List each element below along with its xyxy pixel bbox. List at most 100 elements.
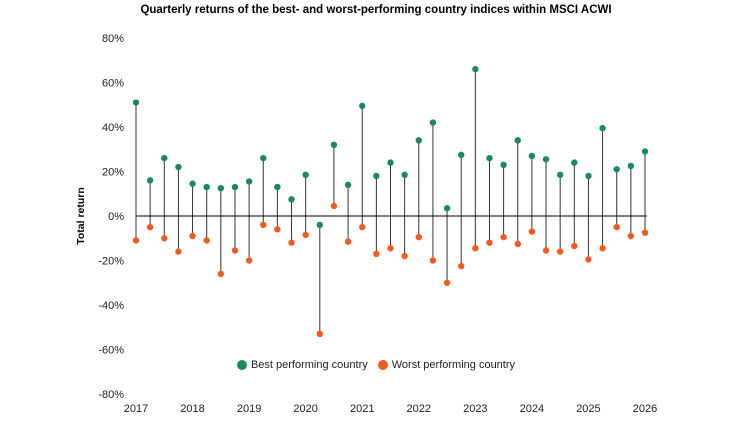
- worst-point: [302, 231, 309, 239]
- worst-point: [486, 239, 493, 246]
- worst-point: [344, 238, 352, 245]
- best-point: [288, 196, 295, 203]
- worst-point: [146, 223, 154, 231]
- chart-title: Quarterly returns of the best- and worst…: [140, 4, 612, 16]
- best-point: [500, 161, 507, 169]
- best-point: [146, 177, 154, 184]
- worst-point: [161, 235, 168, 242]
- best-point: [203, 183, 210, 191]
- x-tick-label: 2021: [350, 403, 374, 415]
- worst-point: [585, 256, 592, 263]
- best-point: [231, 183, 239, 191]
- worst-point: [542, 247, 550, 254]
- best-point: [189, 180, 196, 187]
- y-tick-label: 0%: [108, 211, 124, 223]
- worst-point: [245, 257, 253, 264]
- worst-point: [514, 240, 521, 248]
- worst-point: [599, 245, 606, 252]
- worst-point: [288, 239, 295, 246]
- y-tick-label: 80%: [102, 33, 124, 45]
- y-tick-label: -60%: [98, 345, 124, 357]
- best-point: [627, 162, 635, 170]
- best-point: [344, 181, 352, 189]
- best-point: [443, 205, 451, 212]
- worst-point: [443, 279, 451, 286]
- best-point: [641, 148, 649, 155]
- best-point: [457, 151, 465, 159]
- best-point: [514, 137, 521, 144]
- best-point: [359, 102, 366, 110]
- y-tick-label: 60%: [102, 78, 124, 90]
- best-point: [528, 152, 536, 160]
- y-tick-label: -80%: [98, 389, 124, 401]
- worst-point: [528, 228, 536, 235]
- best-point: [542, 156, 550, 163]
- worst-point: [401, 252, 408, 260]
- worst-point: [387, 245, 394, 252]
- worst-point: [359, 223, 366, 231]
- worst-point: [415, 233, 422, 241]
- best-point: [373, 172, 380, 180]
- legend-marker-worst: [377, 360, 388, 370]
- best-point: [302, 171, 309, 179]
- best-point: [330, 141, 338, 148]
- worst-point: [203, 237, 210, 244]
- worst-point: [316, 330, 324, 338]
- y-tick-label: 20%: [102, 167, 124, 179]
- best-point: [599, 124, 606, 132]
- best-point: [556, 171, 564, 179]
- worst-point: [132, 237, 140, 244]
- worst-point: [571, 242, 578, 250]
- x-tick-label: 2026: [633, 403, 657, 415]
- worst-point: [330, 202, 338, 210]
- worst-point: [189, 232, 196, 240]
- legend-marker-best: [236, 360, 247, 370]
- best-point: [217, 184, 225, 192]
- x-tick-label: 2017: [124, 403, 148, 415]
- best-point: [316, 221, 324, 229]
- worst-point: [472, 245, 479, 252]
- best-point: [415, 137, 422, 144]
- best-point: [401, 171, 408, 179]
- x-tick-label: 2019: [237, 403, 261, 415]
- worst-point: [373, 250, 380, 258]
- x-tick-label: 2024: [520, 403, 544, 415]
- legend-label-best: Best performing country: [250, 359, 368, 371]
- x-tick-label: 2022: [407, 403, 431, 415]
- best-point: [571, 159, 578, 166]
- worst-point: [175, 248, 182, 255]
- legend: Best performing country Worst performing…: [0, 359, 752, 371]
- best-point: [486, 154, 493, 162]
- best-point: [175, 163, 182, 171]
- x-tick-label: 2020: [293, 403, 317, 415]
- best-point: [161, 154, 168, 162]
- best-point: [132, 99, 140, 106]
- worst-point: [274, 226, 281, 233]
- x-tick-label: 2023: [463, 403, 487, 415]
- y-tick-label: -40%: [98, 300, 124, 312]
- worst-point: [627, 232, 635, 240]
- best-point: [274, 183, 281, 191]
- best-point: [585, 172, 592, 180]
- worst-point: [429, 257, 437, 264]
- x-tick-label: 2025: [576, 403, 600, 415]
- best-point: [260, 154, 267, 162]
- worst-point: [641, 229, 649, 236]
- y-tick-label: -20%: [98, 256, 124, 268]
- best-point: [429, 119, 437, 126]
- x-tick-label: 2018: [180, 403, 204, 415]
- legend-item-best: Best performing country: [236, 359, 368, 371]
- worst-point: [217, 270, 225, 278]
- worst-point: [457, 262, 465, 270]
- best-point: [387, 159, 394, 166]
- best-point: [613, 166, 620, 173]
- worst-point: [556, 248, 564, 255]
- y-axis-label: Total return: [75, 187, 87, 245]
- y-tick-label: 40%: [102, 122, 124, 134]
- best-point: [472, 65, 479, 73]
- worst-point: [500, 233, 507, 241]
- legend-label-worst: Worst performing country: [391, 359, 516, 371]
- legend-item-worst: Worst performing country: [377, 359, 516, 371]
- best-point: [245, 178, 253, 185]
